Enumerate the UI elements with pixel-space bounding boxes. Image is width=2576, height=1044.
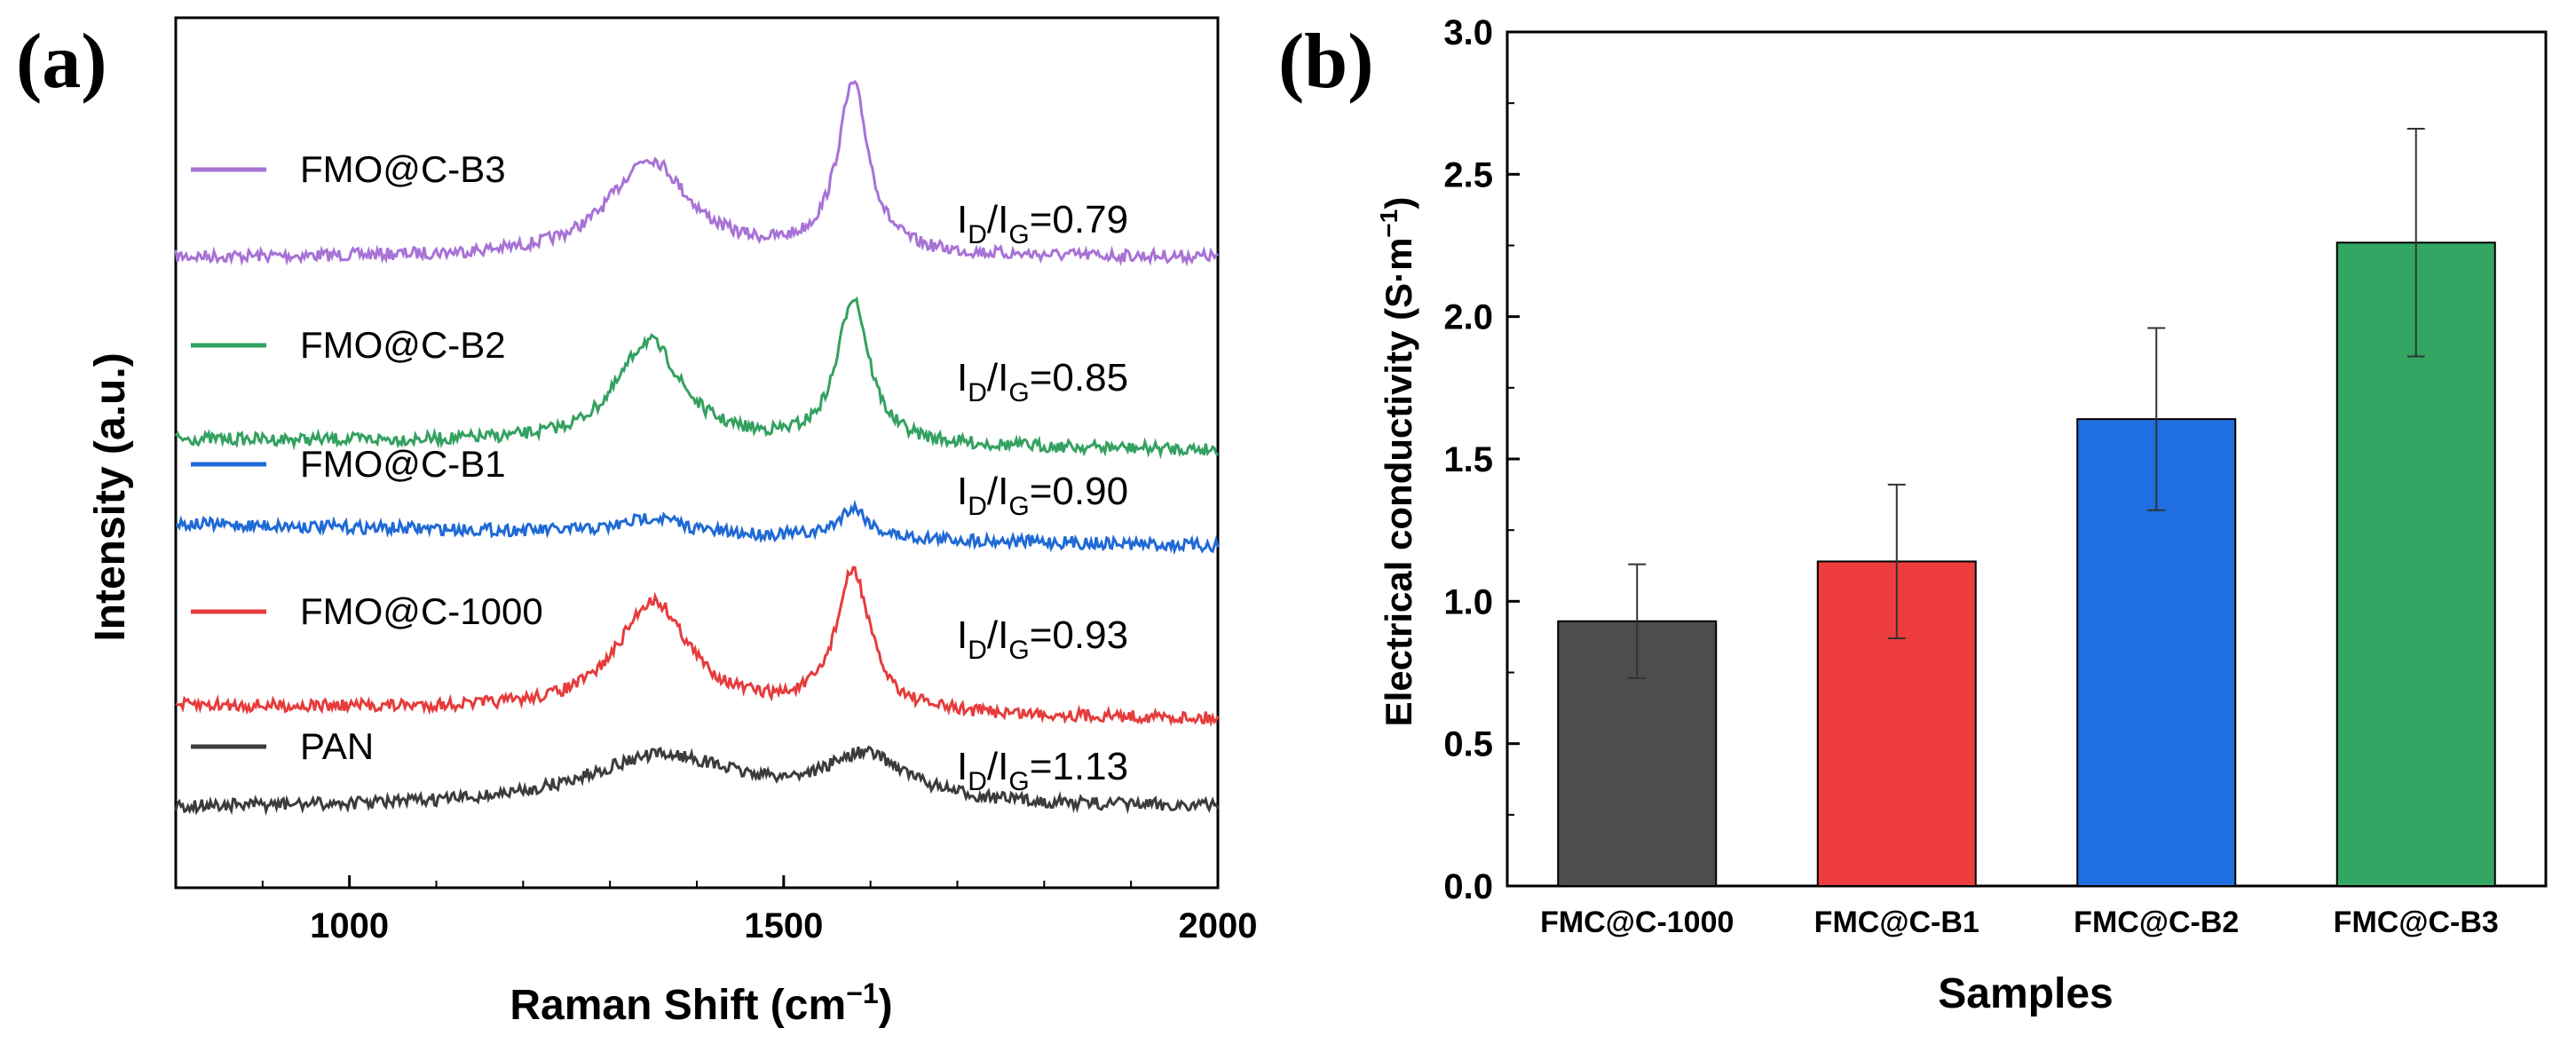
- panel-b-y-tick-label: 0.0: [1443, 867, 1493, 906]
- panel-a-x-axis-title: Raman Shift (cm−1): [510, 977, 892, 1029]
- panel-a-series: [174, 79, 1220, 817]
- id-ig-ratio-label: ID/IG=0.90: [957, 470, 1128, 521]
- panel-b-y-tick-label: 2.5: [1443, 155, 1493, 194]
- panel-label-a: (a): [16, 19, 107, 105]
- panel-b-x-tick-label: FMC@C-B1: [1814, 906, 1979, 939]
- id-ig-ratio-label: ID/IG=0.79: [957, 198, 1128, 249]
- panel-b-x-tick-label: FMC@C-1000: [1540, 906, 1734, 939]
- panel-label-b: (b): [1278, 19, 1374, 105]
- panel-b-axes: 0.0 0.5 1.0 1.5 2.0 2.5 3.0 FMC@C-1000 FMC@C-B1 F…: [1443, 13, 2548, 939]
- panel-b-y-axis-title: Electrical conductivity (S·m−1): [1375, 197, 1419, 727]
- panel-b-x-tick-label: FMC@C-B2: [2074, 906, 2239, 939]
- legend-entry: FMO@C-B2: [191, 324, 506, 366]
- panel-a-x-tick-label: 1500: [744, 906, 823, 945]
- id-ig-ratio-label: ID/IG=1.13: [957, 745, 1128, 796]
- legend-label: FMO@C-B1: [300, 443, 506, 485]
- panel-a-x-tick-label: 1000: [310, 906, 389, 945]
- panel-b-y-tick-label: 2.0: [1443, 298, 1493, 337]
- legend-entry: FMO@C-1000: [191, 590, 543, 632]
- series-line-FMO@C-B2: [174, 296, 1220, 460]
- legend-label: FMO@C-B3: [300, 148, 506, 190]
- legend-label: PAN: [300, 725, 374, 767]
- panel-b-x-axis-title: Samples: [1938, 970, 2113, 1017]
- series-line-FMO@C-B1: [175, 499, 1220, 556]
- legend-entry: FMO@C-B3: [191, 148, 506, 190]
- panel-b-y-tick-label: 1.0: [1443, 582, 1493, 621]
- legend-entry: PAN: [191, 725, 374, 767]
- panel-a-x-tick-label: 2000: [1179, 906, 1258, 945]
- panel-a-y-axis-title: Intensity (a.u.): [87, 352, 134, 641]
- legend-label: FMO@C-B2: [300, 324, 506, 366]
- series-line-PAN: [174, 745, 1220, 817]
- id-ig-ratio-label: ID/IG=0.85: [957, 356, 1128, 407]
- panel-a-axes: 1000 1500 2000: [174, 16, 1258, 945]
- panel-b-x-tick-label: FMC@C-B3: [2334, 906, 2499, 939]
- panel-b-y-tick-label: 0.5: [1443, 725, 1493, 764]
- panel-b-y-tick-label: 3.0: [1443, 13, 1493, 52]
- panel-b-bars: [1557, 128, 2496, 888]
- legend-label: FMO@C-1000: [300, 590, 543, 632]
- id-ig-ratio-label: ID/IG=0.93: [957, 613, 1128, 665]
- legend-entry: FMO@C-B1: [191, 443, 506, 485]
- panel-b-y-tick-label: 1.5: [1443, 440, 1493, 479]
- series-line-FMO@C-1000: [175, 566, 1220, 728]
- panel-a-legend: FMO@C-B3 FMO@C-B2 FMO@C-B1 FMO@C-1000 PAN: [191, 148, 543, 767]
- series-line-FMO@C-B3: [174, 79, 1219, 267]
- panel-a-annotations: ID/IG=0.79 ID/IG=0.85 ID/IG=0.90 ID/IG=0.93…: [957, 198, 1128, 796]
